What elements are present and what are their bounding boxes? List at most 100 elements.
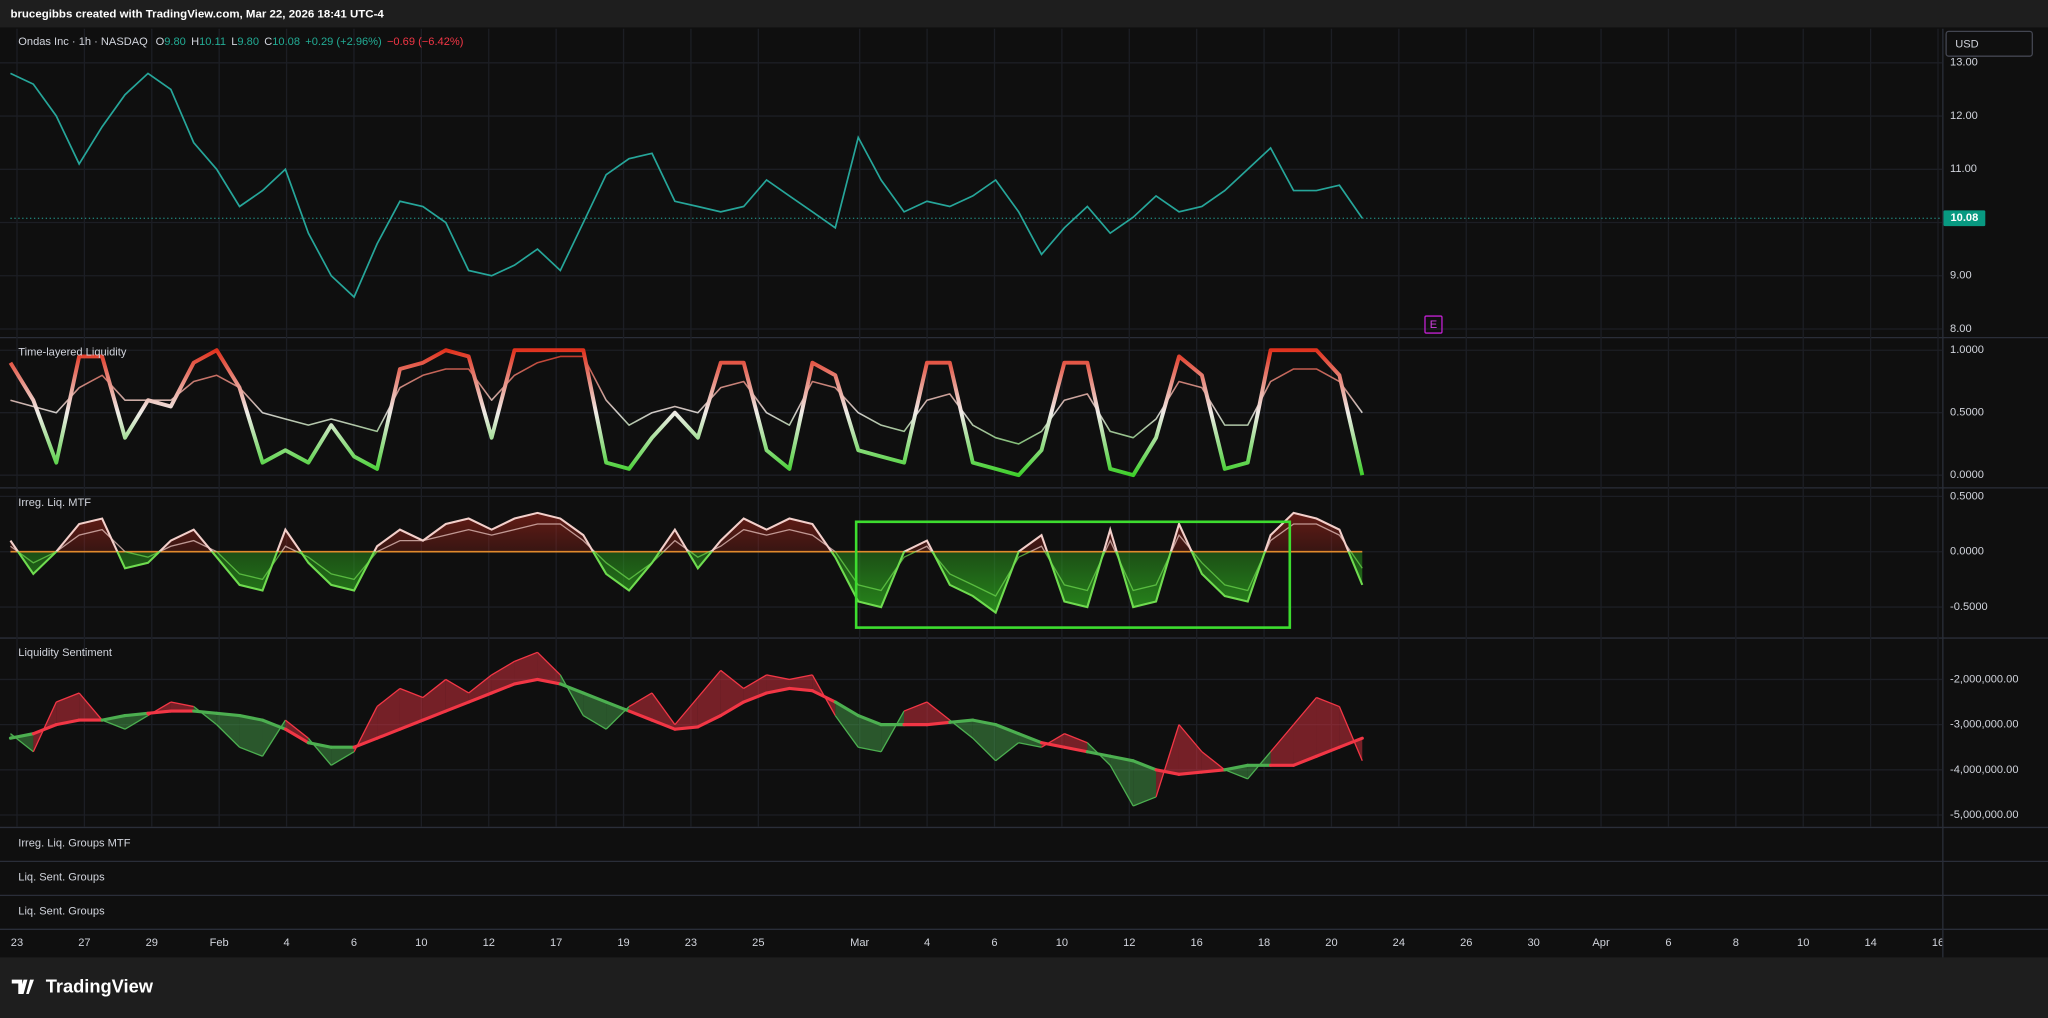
pane-title: Liq. Sent. Groups: [18, 872, 105, 884]
pane-title: Irreg. Liq. MTF: [18, 497, 91, 509]
band-fill: [697, 670, 721, 727]
x-tick-label: 10: [1056, 937, 1068, 949]
raw-line: [1293, 697, 1317, 726]
band-fill: [468, 674, 492, 703]
smooth-line: [490, 682, 517, 695]
pane-title: Time-layered Liquidity: [18, 347, 127, 359]
series-line: [10, 523, 1363, 597]
raw-line: [674, 697, 699, 726]
x-tick-label: 4: [283, 937, 289, 949]
marker[interactable]: E: [1430, 319, 1437, 331]
y-tick-label: -5,000,000.00: [1950, 809, 2018, 821]
band-fill: [995, 724, 1019, 761]
ohlc-key: H: [191, 36, 199, 48]
band-fill: [949, 720, 973, 739]
band-fill: [1316, 697, 1340, 757]
currency[interactable]: USD: [1955, 38, 1978, 50]
brand: TradingView: [46, 975, 154, 996]
band-fill: [216, 713, 240, 748]
raw-line: [628, 692, 653, 708]
pane-title: Liquidity Sentiment: [18, 647, 112, 659]
smooth-line: [1017, 732, 1044, 745]
smooth-line: [398, 718, 425, 731]
raw-line: [170, 701, 194, 708]
smooth-line: [421, 709, 448, 722]
raw-line: [1178, 724, 1203, 753]
smooth-line: [123, 711, 150, 718]
band-fill: [422, 679, 446, 721]
raw-line: [1201, 751, 1226, 771]
smooth-line: [787, 686, 814, 693]
smooth-line: [238, 714, 265, 722]
y-tick-label: 8.00: [1950, 323, 1972, 335]
currency-button[interactable]: USD: [1945, 30, 2033, 57]
smooth-line: [742, 691, 769, 704]
smooth-line: [444, 700, 471, 713]
x-tick-label: 8: [1733, 937, 1739, 949]
raw-line: [995, 742, 1020, 762]
ohlc-value: 10.08: [272, 36, 300, 48]
y-tick-label: 11.00: [1950, 163, 1977, 175]
smooth-line: [1085, 750, 1112, 758]
raw-line: [216, 724, 241, 748]
band-fill: [858, 715, 882, 752]
pane-borders: [0, 28, 2048, 958]
smooth-line: [994, 723, 1021, 736]
smooth-line: [352, 736, 379, 749]
x-tick-label: 6: [991, 937, 997, 949]
band-fill: [1178, 724, 1202, 775]
smooth-line: [1062, 745, 1089, 754]
raw-line: [330, 751, 355, 766]
raw-line: [376, 687, 401, 708]
smooth-line: [1337, 736, 1364, 749]
band-fill: [102, 715, 126, 730]
raw-line: [651, 692, 676, 726]
last-price-box: [1943, 210, 1986, 227]
area-fill: [10, 512, 1363, 613]
footer-bar: [0, 957, 2048, 1018]
raw-line: [1316, 696, 1340, 708]
smooth-line: [1039, 741, 1066, 749]
raw-line: [78, 692, 103, 721]
smooth-line: [306, 741, 333, 749]
currency-box[interactable]: [1945, 30, 2033, 57]
marker-box[interactable]: [1424, 315, 1443, 334]
raw-line: [789, 674, 813, 681]
smooth-line: [1314, 745, 1341, 758]
smooth-line: [1223, 763, 1250, 772]
smooth-line: [54, 718, 81, 727]
band-fill: [1270, 724, 1294, 766]
smooth-line: [283, 727, 310, 745]
credit: brucegibbs created with TradingView.com,…: [10, 8, 384, 20]
x-tick-label: Mar: [850, 937, 869, 949]
band-fill: [926, 702, 950, 725]
x-tick-label: 30: [1527, 937, 1539, 949]
price-line: [10, 72, 1363, 299]
raw-line: [399, 687, 424, 699]
raw-line: [1270, 724, 1295, 753]
series-line: [10, 355, 1363, 445]
pane-title: Irreg. Liq. Groups MTF: [18, 838, 130, 850]
ohlc-value: 10.11: [199, 36, 226, 48]
raw-line: [1109, 764, 1134, 807]
x-tick-label: Feb: [210, 937, 229, 949]
band-fill: [583, 692, 607, 730]
smooth-line: [1108, 754, 1135, 763]
x-tick-label: 12: [1123, 937, 1135, 949]
y-tick-label: -2,000,000.00: [1950, 673, 2018, 685]
raw-line: [32, 701, 57, 753]
raw-line: [858, 746, 882, 753]
smooth-line: [1291, 754, 1319, 767]
ohlc-value: 9.80: [237, 36, 259, 48]
x-tick-label: 26: [1460, 937, 1472, 949]
header-bar: [0, 0, 2048, 28]
raw-line: [766, 674, 790, 681]
ohlc-key: O: [156, 36, 165, 48]
earnings-marker[interactable]: E: [1424, 315, 1443, 334]
band-fill: [399, 688, 423, 730]
ohlc-value: 9.80: [164, 36, 186, 48]
x-tick-label: 12: [483, 937, 495, 949]
smooth-line: [8, 732, 35, 740]
band-fill: [514, 652, 538, 684]
